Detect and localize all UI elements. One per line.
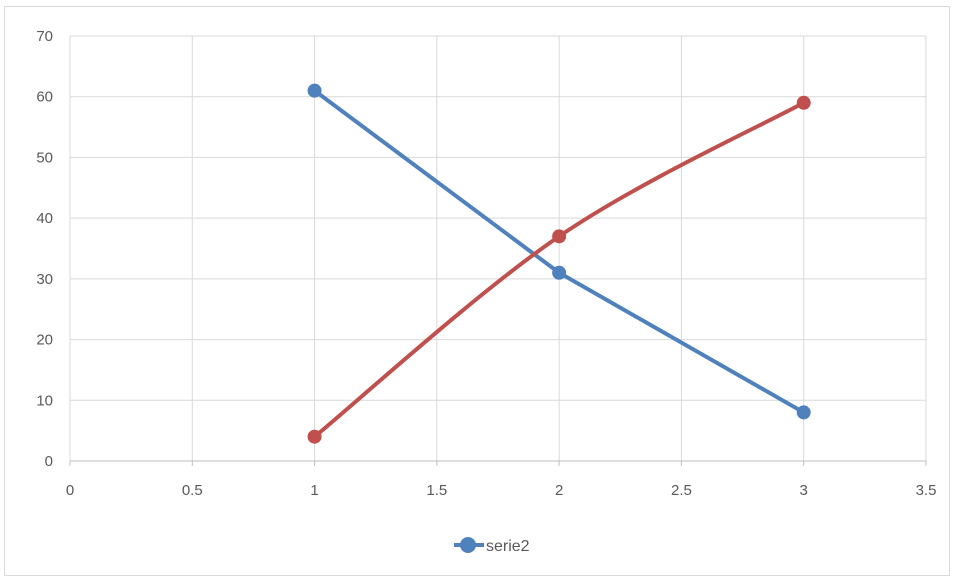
grid <box>70 35 927 461</box>
data-point <box>307 83 322 98</box>
x-tick-label: 2.5 <box>671 482 692 499</box>
data-point <box>796 95 811 110</box>
x-tick-label: 1 <box>310 482 318 499</box>
data-point <box>552 265 567 280</box>
y-tick-label: 70 <box>36 28 53 45</box>
axes <box>69 36 927 466</box>
tick-labels: 0 0.5 1 1.5 2 2.5 3 3.5 0 10 20 30 40 50 60 70 <box>36 28 936 499</box>
data-point <box>552 229 567 244</box>
y-tick-label: 10 <box>36 392 53 409</box>
y-tick-label: 40 <box>36 210 53 227</box>
legend: serie2 <box>454 537 530 555</box>
x-tick-label: 0.5 <box>182 482 203 499</box>
series <box>307 83 811 444</box>
y-tick-label: 0 <box>45 453 53 470</box>
y-tick-label: 30 <box>36 271 53 288</box>
x-tick-label: 1.5 <box>426 482 447 499</box>
legend-marker <box>460 537 476 553</box>
legend-item: serie2 <box>454 537 530 555</box>
data-point <box>796 405 811 420</box>
chart-frame <box>4 6 950 576</box>
x-tick-label: 3.5 <box>916 482 937 499</box>
x-tick-label: 0 <box>66 482 74 499</box>
x-tick-label: 2 <box>555 482 563 499</box>
y-tick-label: 20 <box>36 332 53 349</box>
y-tick-label: 60 <box>36 89 53 106</box>
y-tick-label: 50 <box>36 149 53 166</box>
data-point <box>307 429 322 444</box>
x-tick-label: 3 <box>800 482 808 499</box>
legend-label: serie2 <box>486 538 530 555</box>
series-1 <box>307 83 811 420</box>
series-2 <box>307 95 811 444</box>
